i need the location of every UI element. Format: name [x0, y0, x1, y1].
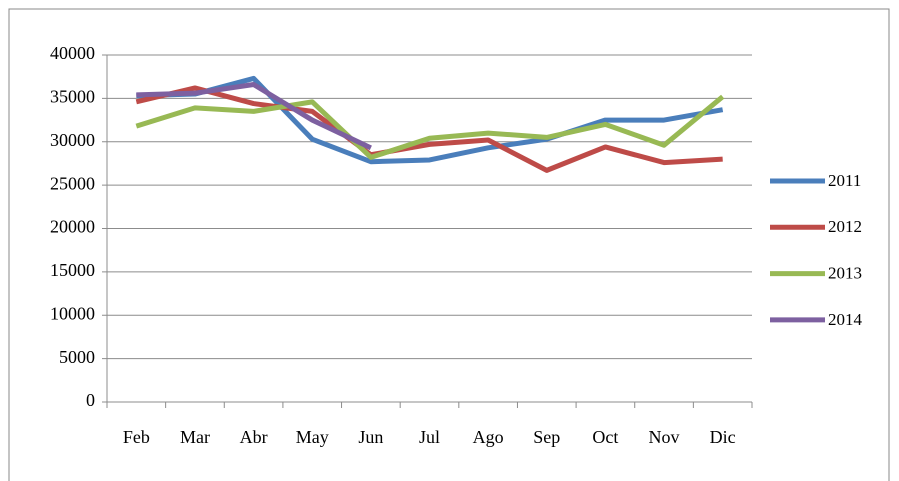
x-tick-label: Nov [649, 427, 680, 447]
x-tick-label: Dic [710, 427, 736, 447]
series-line [136, 81, 372, 151]
x-tick-label: Abr [240, 427, 268, 447]
y-tick-label: 35000 [50, 87, 95, 107]
legend-label: 2014 [828, 310, 863, 329]
x-tick-label: Mar [180, 427, 210, 447]
y-tick-label: 25000 [50, 173, 95, 193]
y-tick-label: 20000 [50, 217, 95, 237]
y-tick-label: 40000 [50, 43, 95, 63]
x-tick-label: May [296, 427, 329, 447]
series-line [135, 85, 723, 173]
x-tick-label: Sep [533, 427, 560, 447]
x-tick-label: Jul [419, 427, 440, 447]
y-tick-label: 10000 [50, 303, 95, 323]
series-line [136, 75, 724, 165]
y-tick-label: 0 [86, 390, 95, 410]
x-tick-label: Oct [592, 427, 618, 447]
legend-label: 2012 [828, 217, 862, 236]
y-tick-label: 15000 [50, 260, 95, 280]
chart-frame [8, 8, 890, 481]
x-tick-label: Feb [123, 427, 150, 447]
x-tick-label: Ago [473, 427, 504, 447]
series-line [135, 94, 725, 160]
y-tick-label: 30000 [50, 130, 95, 150]
legend-label: 2011 [828, 171, 861, 190]
x-tick-label: Jun [358, 427, 383, 447]
legend-label: 2013 [828, 264, 862, 283]
y-tick-label: 5000 [59, 347, 95, 367]
